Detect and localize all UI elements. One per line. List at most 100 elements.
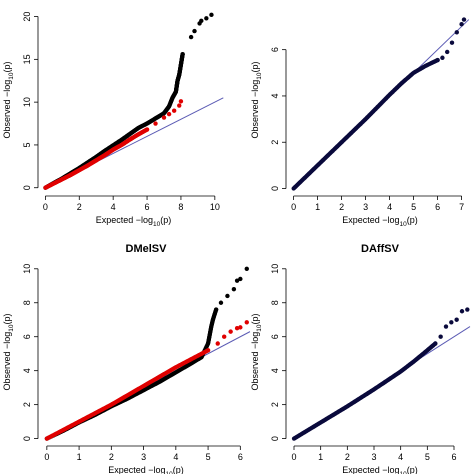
x-tick-label: 5 bbox=[425, 452, 430, 462]
y-tick-label: 2 bbox=[22, 402, 32, 407]
axis-label-suffix: (p) bbox=[407, 215, 418, 225]
data-point bbox=[438, 334, 443, 339]
x-tick-label: 4 bbox=[398, 452, 403, 462]
data-point bbox=[166, 111, 172, 117]
x-tick-label: 10 bbox=[210, 202, 220, 212]
y-tick-label: 20 bbox=[22, 12, 32, 22]
axis-label-suffix: (p) bbox=[2, 61, 12, 72]
y-tick-label: 0 bbox=[22, 185, 32, 190]
data-point bbox=[238, 276, 243, 282]
y-tick-label: 10 bbox=[22, 264, 32, 274]
x-tick-label: 1 bbox=[77, 452, 82, 462]
series-red bbox=[44, 320, 249, 441]
data-point bbox=[459, 309, 465, 314]
y-tick-label: 5 bbox=[22, 142, 32, 147]
data-point bbox=[199, 18, 204, 24]
x-tick-label: 5 bbox=[411, 202, 416, 212]
y-tick-label: 15 bbox=[22, 54, 32, 64]
x-tick-label: 4 bbox=[111, 202, 116, 212]
axis-label-text: Observed −log bbox=[250, 80, 260, 139]
data-point bbox=[238, 325, 243, 330]
data-point bbox=[440, 55, 445, 60]
data-point bbox=[461, 17, 467, 22]
y-tick-label: 2 bbox=[270, 402, 280, 407]
data-point bbox=[188, 34, 194, 40]
x-tick-label: 2 bbox=[339, 202, 344, 212]
y-tick-label: 0 bbox=[270, 436, 280, 441]
data-point bbox=[449, 40, 455, 45]
y-tick-label: 4 bbox=[270, 93, 280, 98]
series-navy bbox=[291, 17, 467, 191]
data-point bbox=[435, 57, 440, 63]
axis-label-suffix: (p) bbox=[250, 313, 260, 324]
axis-label-suffix: (p) bbox=[173, 465, 184, 474]
data-point bbox=[209, 12, 214, 18]
axis-label-subscript: 10 bbox=[8, 324, 15, 332]
axis-label-suffix: (p) bbox=[250, 61, 260, 72]
data-point bbox=[454, 317, 459, 322]
y-tick-label: 6 bbox=[22, 334, 32, 339]
x-tick-label: 7 bbox=[459, 202, 464, 212]
x-tick-label: 0 bbox=[43, 202, 48, 212]
axis-label-suffix: (p) bbox=[160, 215, 171, 225]
data-point bbox=[244, 266, 249, 271]
x-tick-label: 6 bbox=[238, 452, 243, 462]
axis-label-subscript: 10 bbox=[256, 72, 263, 80]
data-point bbox=[177, 103, 182, 108]
x-tick-label: 2 bbox=[77, 202, 82, 212]
data-point bbox=[449, 320, 454, 325]
panel-title: DMelSV bbox=[126, 243, 168, 255]
data-point bbox=[228, 329, 233, 334]
data-point bbox=[234, 278, 240, 283]
axis-label-subscript: 10 bbox=[400, 221, 408, 228]
x-tick-label: 8 bbox=[178, 202, 183, 212]
axis-label-text: Observed −log bbox=[250, 332, 260, 391]
axis-label-subscript: 10 bbox=[256, 324, 263, 332]
series-red bbox=[43, 99, 184, 190]
x-tick-label: 3 bbox=[141, 452, 146, 462]
x-tick-label: 0 bbox=[44, 452, 49, 462]
data-point bbox=[225, 293, 230, 299]
data-point bbox=[205, 348, 211, 353]
data-point bbox=[218, 300, 224, 305]
data-point bbox=[454, 30, 459, 35]
y-tick-label: 6 bbox=[270, 47, 280, 52]
axis-label-subscript: 10 bbox=[8, 72, 15, 80]
x-tick-label: 2 bbox=[109, 452, 114, 462]
x-tick-label: 6 bbox=[451, 452, 456, 462]
data-point bbox=[459, 22, 464, 27]
data-point bbox=[465, 307, 470, 312]
data-point bbox=[231, 286, 237, 292]
x-tick-label: 6 bbox=[145, 202, 150, 212]
y-tick-label: 0 bbox=[270, 186, 280, 191]
data-point bbox=[171, 108, 177, 113]
axis-label-subscript: 10 bbox=[400, 471, 408, 474]
data-point bbox=[178, 99, 184, 104]
axis-label-text: Expected −log bbox=[96, 215, 153, 225]
data-point bbox=[153, 121, 158, 126]
axis-label-text: Expected −log bbox=[342, 215, 399, 225]
data-point bbox=[443, 324, 449, 329]
x-axis-label: Expected −log10(p) bbox=[108, 465, 184, 474]
data-point bbox=[204, 16, 209, 21]
x-axis-label: Expected −log10(p) bbox=[96, 215, 172, 228]
y-tick-label: 8 bbox=[22, 300, 32, 305]
y-axis-label: Observed −log10(p) bbox=[250, 313, 263, 390]
y-axis-label: Observed −log10(p) bbox=[2, 61, 15, 138]
y-axis-label: Observed −log10(p) bbox=[250, 61, 263, 138]
data-point bbox=[222, 334, 227, 339]
data-point bbox=[213, 307, 219, 312]
data-point bbox=[244, 320, 249, 325]
x-tick-label: 1 bbox=[318, 452, 323, 462]
x-tick-label: 0 bbox=[291, 452, 296, 462]
data-point bbox=[445, 49, 450, 55]
y-tick-label: 10 bbox=[22, 97, 32, 107]
y-tick-label: 0 bbox=[22, 436, 32, 441]
y-tick-label: 8 bbox=[270, 300, 280, 305]
data-point bbox=[192, 28, 197, 34]
